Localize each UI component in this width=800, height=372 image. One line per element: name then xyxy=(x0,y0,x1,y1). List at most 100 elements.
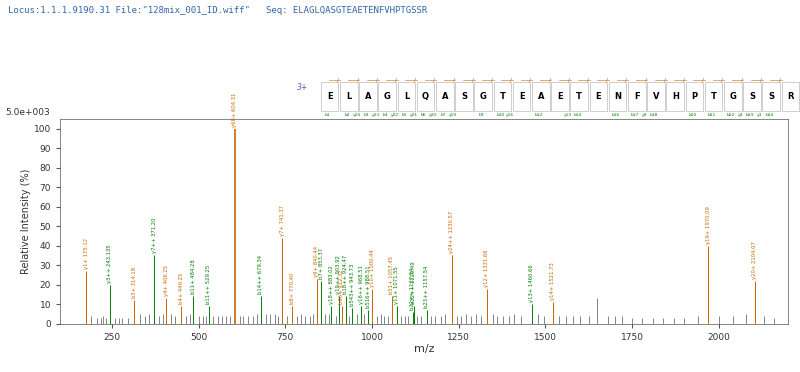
Text: /: / xyxy=(434,77,435,82)
Text: /: / xyxy=(472,77,474,82)
Text: /: / xyxy=(683,77,685,82)
Text: y7+ 741.37: y7+ 741.37 xyxy=(280,205,285,236)
Text: b12: b12 xyxy=(534,113,543,117)
Text: b7: b7 xyxy=(440,113,446,117)
Text: b17: b17 xyxy=(630,113,639,117)
Text: S: S xyxy=(768,92,774,101)
Text: L: L xyxy=(346,92,351,101)
Text: y18++ 883.02: y18++ 883.02 xyxy=(329,265,334,304)
Text: b23: b23 xyxy=(746,113,754,117)
Text: /: / xyxy=(587,77,589,82)
Text: S: S xyxy=(749,92,755,101)
Text: y1+ 175.12: y1+ 175.12 xyxy=(83,238,89,269)
Text: b543++ 943.73: b543++ 943.73 xyxy=(350,264,355,306)
Text: y20: y20 xyxy=(430,113,438,117)
Text: y13: y13 xyxy=(564,113,572,117)
Text: /: / xyxy=(702,77,704,82)
Text: b10: b10 xyxy=(496,113,505,117)
Text: L: L xyxy=(404,92,409,101)
Text: /: / xyxy=(760,77,762,82)
Text: b6: b6 xyxy=(421,113,426,117)
Text: G: G xyxy=(384,92,390,101)
Text: E: E xyxy=(595,92,602,101)
Text: /: / xyxy=(357,77,358,82)
Text: b8+ 770.40: b8+ 770.40 xyxy=(290,273,295,304)
Text: y11+ 1071.55: y11+ 1071.55 xyxy=(394,266,399,304)
Text: y24++ 1230.57: y24++ 1230.57 xyxy=(450,211,454,253)
Text: Locus:1.1.1.9190.31 File:"128mix_001_ID.wiff"   Seq: ELAGLQASGTEAETENFVHPTGSSR: Locus:1.1.1.9190.31 File:"128mix_001_ID.… xyxy=(8,6,427,15)
Text: b23++ 1157.54: b23++ 1157.54 xyxy=(424,266,429,308)
Text: b96+ 912.32: b96+ 912.32 xyxy=(339,270,344,304)
Text: y19++ 903.92: y19++ 903.92 xyxy=(336,256,341,294)
Text: R: R xyxy=(787,92,794,101)
Text: /: / xyxy=(376,77,378,82)
Text: y10+ 1000.44: y10+ 1000.44 xyxy=(370,249,374,286)
Text: /: / xyxy=(741,77,742,82)
Text: /: / xyxy=(606,77,608,82)
Text: /: / xyxy=(510,77,512,82)
Text: y12+ 1331.66: y12+ 1331.66 xyxy=(485,249,490,286)
Text: b9: b9 xyxy=(478,113,484,117)
X-axis label: m/z: m/z xyxy=(414,344,434,355)
Text: S: S xyxy=(461,92,467,101)
Text: G: G xyxy=(480,92,486,101)
Text: /: / xyxy=(568,77,570,82)
Text: /: / xyxy=(530,77,531,82)
Text: A: A xyxy=(538,92,544,101)
Text: y68+ 604.31: y68+ 604.31 xyxy=(232,93,238,127)
Text: b11+ 484.28: b11+ 484.28 xyxy=(190,260,196,294)
Text: /: / xyxy=(453,77,454,82)
Text: H: H xyxy=(672,92,678,101)
Text: /: / xyxy=(395,77,397,82)
Text: b22: b22 xyxy=(726,113,735,117)
Text: b3: b3 xyxy=(363,113,369,117)
Text: /: / xyxy=(664,77,666,82)
Text: N: N xyxy=(614,92,621,101)
Text: y22: y22 xyxy=(391,113,399,117)
Text: y16++ 968.51: y16++ 968.51 xyxy=(358,265,363,304)
Text: E: E xyxy=(326,92,333,101)
Text: y3: y3 xyxy=(757,113,762,117)
Text: b5: b5 xyxy=(402,113,407,117)
Text: /: / xyxy=(491,77,493,82)
Text: 5.0e+003: 5.0e+003 xyxy=(6,108,50,117)
Text: y14+ 1521.73: y14+ 1521.73 xyxy=(550,263,555,300)
Text: b14++ 679.34: b14++ 679.34 xyxy=(258,255,263,294)
Text: b51+ 1057.45: b51+ 1057.45 xyxy=(390,256,394,294)
Text: Q: Q xyxy=(422,92,429,101)
Text: /: / xyxy=(626,77,627,82)
Text: y9: y9 xyxy=(642,113,647,117)
Text: /: / xyxy=(722,77,723,82)
Text: y13+ 1460.66: y13+ 1460.66 xyxy=(529,264,534,302)
Text: b7+ 853.37: b7+ 853.37 xyxy=(318,248,324,279)
Text: /: / xyxy=(549,77,550,82)
Text: b18++ 924.47: b18++ 924.47 xyxy=(343,255,348,294)
Text: y7++ 371.20: y7++ 371.20 xyxy=(151,218,157,253)
Text: b22++ 1117.54: b22++ 1117.54 xyxy=(410,267,415,310)
Text: y23: y23 xyxy=(372,113,380,117)
Text: y4+ 406.25: y4+ 406.25 xyxy=(164,265,169,296)
Text: b2: b2 xyxy=(344,113,350,117)
Text: y9+ 840.44: y9+ 840.44 xyxy=(314,246,319,277)
Text: b16: b16 xyxy=(611,113,620,117)
Text: /: / xyxy=(414,77,416,82)
Text: F: F xyxy=(634,92,640,101)
Text: b3+ 314.18: b3+ 314.18 xyxy=(132,267,137,298)
Text: y20+ 2104.07: y20+ 2104.07 xyxy=(752,241,758,279)
Text: b21: b21 xyxy=(707,113,716,117)
Text: b4+ 449.25: b4+ 449.25 xyxy=(178,273,183,304)
Text: T: T xyxy=(576,92,582,101)
Text: b4: b4 xyxy=(382,113,388,117)
Text: b14: b14 xyxy=(573,113,582,117)
Text: y16: y16 xyxy=(506,113,514,117)
Text: T: T xyxy=(499,92,506,101)
Text: y19: y19 xyxy=(449,113,457,117)
Text: y24: y24 xyxy=(353,113,361,117)
Text: b18: b18 xyxy=(650,113,658,117)
Text: y3++ 243.135: y3++ 243.135 xyxy=(107,244,112,283)
Text: b22++ 1120.49: b22++ 1120.49 xyxy=(411,262,416,304)
Text: A: A xyxy=(365,92,371,101)
Text: V: V xyxy=(653,92,659,101)
Text: /: / xyxy=(645,77,646,82)
Text: b20: b20 xyxy=(688,113,697,117)
